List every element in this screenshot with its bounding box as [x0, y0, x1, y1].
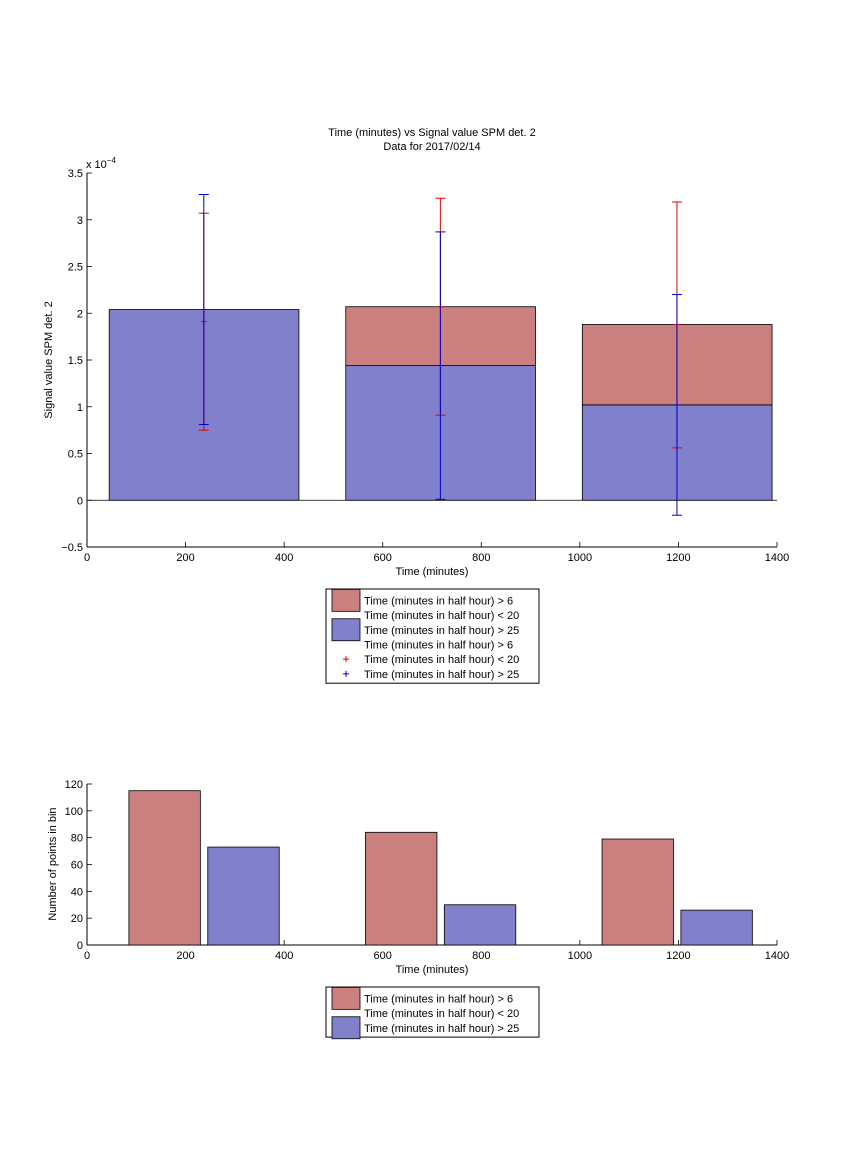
bottom-x-tick-label: 800 — [472, 950, 490, 962]
top-legend-swatch-blue-patch — [331, 618, 361, 642]
bottom-bar-blue — [680, 909, 753, 946]
top-y-tick-label: 0 — [77, 495, 83, 507]
bottom-x-tick-label: 1000 — [568, 950, 592, 962]
bottom-bar-red — [128, 790, 201, 946]
top-x-tick-label: 1000 — [568, 552, 592, 564]
top-legend-label: Time (minutes in half hour) > 25 — [364, 669, 519, 681]
top-x-tick-label: 1400 — [765, 552, 789, 564]
top-x-tick-label: 800 — [472, 552, 490, 564]
top-y-tick-label: 2 — [77, 308, 83, 320]
top-chart-x-axis-label: Time (minutes) — [396, 566, 469, 578]
top-chart-y-exponent-base: x 10 — [86, 159, 107, 171]
bottom-x-tick-label: 1200 — [666, 950, 690, 962]
top-y-tick-label: 3.5 — [68, 168, 83, 180]
top-x-tick-label: 0 — [84, 552, 90, 564]
bottom-y-tick-label: 60 — [71, 860, 83, 872]
top-y-tick-label: 1.5 — [68, 355, 83, 367]
bottom-legend-swatch-blue-patch — [331, 1016, 361, 1040]
top-y-tick-label: 1 — [77, 402, 83, 414]
bottom-chart: Number of points in bin Time (minutes) 0… — [47, 779, 790, 1040]
top-x-tick-label: 600 — [374, 552, 392, 564]
top-legend-swatch-red-patch — [331, 588, 361, 612]
bottom-chart-legend: Time (minutes in half hour) > 6 Time (min… — [325, 986, 540, 1040]
top-chart-y-exponent-power: −4 — [107, 156, 117, 165]
bottom-x-tick-label: 1400 — [765, 950, 789, 962]
top-chart-title: Time (minutes) vs Signal value SPM det. … — [328, 127, 535, 139]
bottom-bar-blue — [207, 846, 280, 946]
bottom-y-tick-label: 0 — [77, 940, 83, 952]
bottom-y-tick-label: 20 — [71, 913, 83, 925]
bottom-x-tick-label: 400 — [275, 950, 293, 962]
top-x-tick-label: 200 — [176, 552, 194, 564]
top-x-tick-label: 1200 — [666, 552, 690, 564]
top-chart-y-axis-label: Signal value SPM det. 2 — [43, 301, 55, 418]
top-legend-marker-blue-plus — [343, 670, 349, 677]
top-legend-label: Time (minutes in half hour) > 6 — [364, 595, 513, 607]
bottom-chart-y-axis-label: Number of points in bin — [47, 807, 59, 920]
top-x-tick-label: 400 — [275, 552, 293, 564]
top-chart-legend: Time (minutes in half hour) > 6 Time (min… — [325, 588, 540, 684]
bottom-legend-box — [325, 986, 540, 1038]
top-legend-label: Time (minutes in half hour) > 25 — [364, 625, 519, 637]
bottom-bar-red — [365, 831, 438, 946]
top-y-tick-label: 2.5 — [68, 262, 83, 274]
top-legend-label: Time (minutes in half hour) < 20 — [364, 654, 519, 666]
top-y-tick-label: 3 — [77, 215, 83, 227]
bottom-bar-blue — [443, 904, 517, 946]
top-chart: Time (minutes) vs Signal value SPM det. … — [43, 127, 789, 684]
bottom-bar-red — [601, 838, 674, 946]
top-legend-label: Time (minutes in half hour) > 6 — [364, 639, 513, 651]
bottom-y-tick-label: 120 — [65, 779, 83, 791]
top-legend-marker-red-plus — [343, 656, 349, 663]
top-chart-plot-area: 0 200 400 600 800 1000 1200 1400−0.500.511.522.… — [61, 168, 789, 564]
top-chart-y-exponent: x 10−4 — [86, 156, 116, 171]
bottom-legend-label: Time (minutes in half hour) < 20 — [364, 1008, 519, 1020]
bottom-y-tick-label: 80 — [71, 833, 83, 845]
bottom-legend-label: Time (minutes in half hour) > 25 — [364, 1023, 519, 1035]
bottom-legend-swatch-red-patch — [331, 986, 361, 1010]
bottom-x-tick-label: 600 — [374, 950, 392, 962]
bottom-legend-label: Time (minutes in half hour) > 6 — [364, 993, 513, 1005]
bottom-chart-plot-area: 0 200 400 600 800 1000 1200 1400 0 20 40 60 80 100 120 — [65, 779, 790, 962]
top-chart-subtitle: Data for 2017/02/14 — [383, 141, 480, 153]
bottom-x-tick-label: 0 — [84, 950, 90, 962]
top-y-tick-label: −0.5 — [61, 542, 83, 554]
bottom-y-tick-label: 40 — [71, 886, 83, 898]
bottom-y-tick-label: 100 — [65, 806, 83, 818]
top-legend-box — [325, 588, 540, 684]
bottom-x-tick-label: 200 — [176, 950, 194, 962]
top-legend-label: Time (minutes in half hour) < 20 — [364, 610, 519, 622]
bottom-chart-x-axis-label: Time (minutes) — [396, 964, 469, 976]
top-y-tick-label: 0.5 — [68, 449, 83, 461]
